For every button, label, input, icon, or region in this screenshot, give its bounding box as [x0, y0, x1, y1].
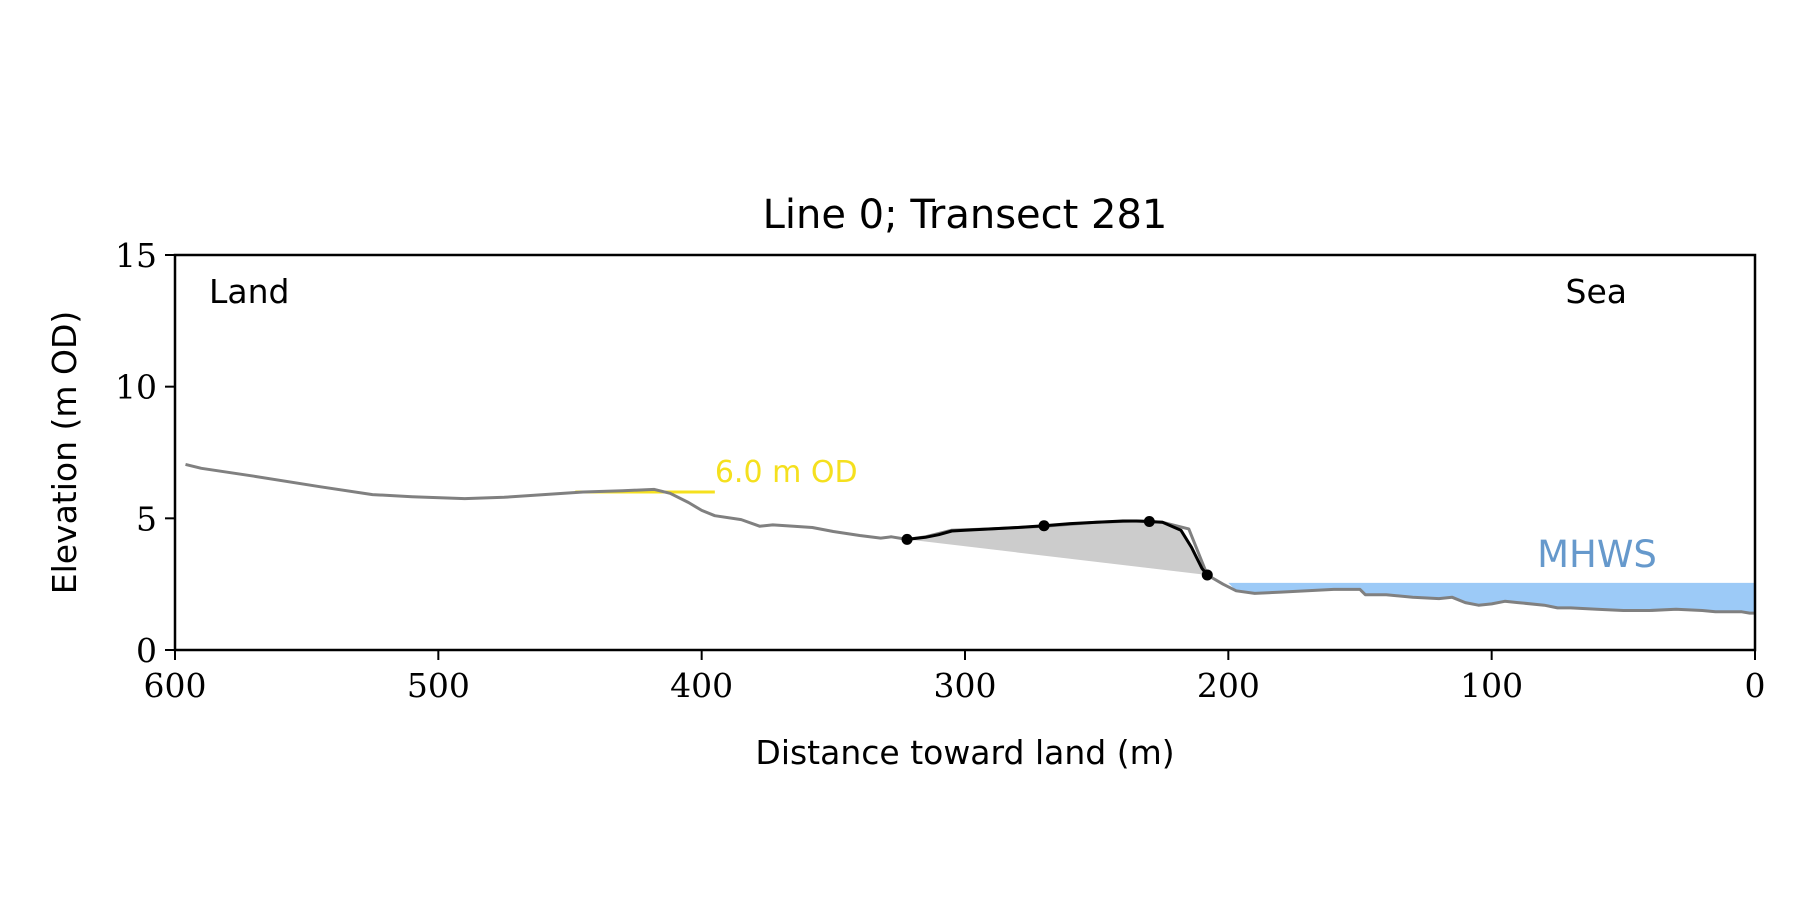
dune-area-fill [907, 521, 1208, 575]
plot-fills [907, 521, 1755, 614]
y-tick-label: 10 [115, 368, 157, 407]
y-axis: 0 5 10 15 [115, 236, 175, 670]
y-tick-label: 5 [136, 499, 157, 538]
x-tick-label: 600 [144, 666, 207, 705]
dune-point [1201, 569, 1213, 581]
sea-label: Sea [1566, 272, 1627, 311]
y-axis-label: Elevation (m OD) [45, 311, 84, 595]
y-tick-label: 15 [115, 236, 157, 275]
reference-line-label: 6.0 m OD [715, 455, 858, 490]
x-axis: 600 500 400 300 200 100 0 [144, 650, 1766, 705]
x-tick-label: 100 [1460, 666, 1523, 705]
plot-lines [185, 462, 1755, 615]
dune-profile-line [906, 519, 1209, 576]
chart-title: Line 0; Transect 281 [763, 192, 1168, 238]
x-tick-label: 400 [670, 666, 733, 705]
x-tick-label: 300 [934, 666, 997, 705]
x-tick-label: 500 [407, 666, 470, 705]
mhws-label: MHWS [1537, 533, 1657, 576]
dune-point [1143, 515, 1155, 527]
y-tick-label: 0 [136, 631, 157, 670]
x-tick-label: 0 [1745, 666, 1766, 705]
mhws-water-fill [1228, 582, 1755, 614]
x-tick-label: 200 [1197, 666, 1260, 705]
dune-points [901, 515, 1213, 581]
dune-point [1038, 520, 1050, 532]
x-axis-label: Distance toward land (m) [755, 733, 1174, 772]
annotations: 6.0 m OD MHWS Land Sea [209, 272, 1657, 576]
land-label: Land [209, 272, 289, 311]
dune-point [901, 533, 913, 545]
